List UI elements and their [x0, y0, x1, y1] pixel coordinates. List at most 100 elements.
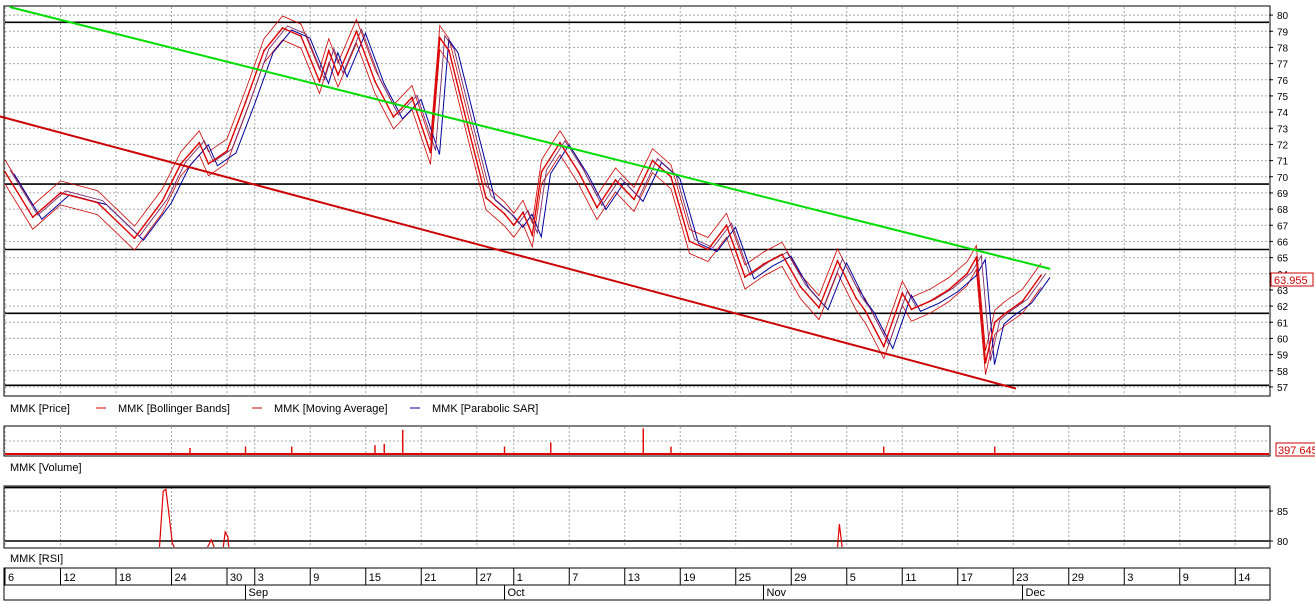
x-day-label-18: 17 [961, 572, 973, 584]
price-point-57 [993, 321, 996, 324]
volume-bar-6 [503, 446, 506, 455]
last-volume-value: 397 645 [1278, 445, 1315, 457]
price-ytick-58: 58 [1277, 367, 1289, 378]
legend-volume: MMK [Volume] [10, 462, 82, 474]
price-ytick-65: 65 [1277, 254, 1289, 265]
price-point-2 [59, 192, 62, 194]
price-ytick-76: 76 [1277, 76, 1289, 87]
price-point-37 [670, 175, 672, 178]
volume-bars [5, 428, 1269, 455]
x-day-label-5: 3 [258, 572, 264, 584]
parabolic-sar-line [13, 29, 1051, 365]
price-point-50 [901, 292, 904, 295]
volume-bar-0 [189, 448, 191, 455]
price-point-18 [374, 80, 376, 83]
price-point-31 [559, 141, 561, 144]
volume-grid [4, 427, 1269, 455]
rsi-segment-0 [158, 488, 175, 548]
price-ytick-67: 67 [1277, 221, 1289, 232]
rsi-threshold-lines [5, 486, 1269, 542]
price-y-axis: 8079787776757473727170696867666564636261… [1269, 11, 1289, 394]
price-ytick-69: 69 [1277, 189, 1289, 200]
price-point-53 [947, 289, 950, 291]
price-point-12 [281, 27, 284, 29]
x-day-label-11: 7 [572, 572, 578, 584]
x-day-label-22: 9 [1183, 572, 1189, 584]
x-day-label-13: 19 [683, 572, 695, 584]
price-ytick-70: 70 [1277, 173, 1289, 184]
price-ytick-62: 62 [1277, 302, 1289, 313]
rsi-segment-2 [222, 530, 230, 548]
price-ytick-74: 74 [1277, 108, 1289, 119]
rsi-ytick-80: 80 [1277, 537, 1289, 548]
price-point-27 [512, 224, 515, 227]
price-ytick-72: 72 [1277, 140, 1289, 151]
x-day-label-2: 18 [119, 572, 131, 584]
moving-average-line [9, 25, 1047, 361]
bollinger-upper-line [4, 15, 1042, 351]
price-point-24 [466, 124, 469, 126]
volume-bar-7 [550, 442, 552, 455]
x-day-label-7: 15 [369, 572, 381, 584]
price-point-44 [799, 285, 802, 288]
price-point-16 [337, 74, 339, 76]
price-point-45 [818, 306, 820, 309]
x-day-label-10: 1 [517, 572, 523, 584]
price-point-41 [744, 276, 746, 278]
price-point-10 [244, 101, 247, 104]
price-point-14 [318, 80, 321, 83]
volume-bar-8 [642, 428, 644, 455]
price-series [4, 15, 1051, 375]
x-day-label-12: 13 [628, 572, 640, 584]
x-day-label-23: 14 [1238, 572, 1250, 584]
volume-bar-10 [883, 446, 885, 455]
price-point-48 [864, 310, 867, 312]
price-ytick-57: 57 [1277, 383, 1289, 394]
x-day-label-20: 29 [1072, 572, 1084, 584]
legend-moving-average: MMK [Moving Average] [274, 403, 388, 415]
price-point-1 [31, 216, 34, 219]
x-axis-labels: 6 12 18 24 30 3 9 15 21 27 1 7 13 19 25 29 5 11 17 23 29 3 9 14… [4, 568, 1251, 600]
x-day-label-14: 25 [739, 572, 751, 584]
price-point-51 [910, 308, 913, 311]
price-point-46 [836, 259, 839, 262]
rsi-panel-frame [3, 485, 1271, 549]
price-point-55 [975, 256, 978, 259]
rsi-series [158, 488, 843, 548]
volume-bar-9 [670, 446, 672, 455]
price-ytick-68: 68 [1277, 205, 1289, 216]
rsi-y-axis: 85 80 [1269, 507, 1289, 548]
price-ytick-78: 78 [1277, 43, 1289, 54]
price-point-5 [161, 200, 164, 202]
rsi-segment-3 [836, 524, 843, 548]
price-point-60 [1040, 274, 1042, 277]
price-point-32 [577, 171, 580, 173]
price-ytick-79: 79 [1277, 27, 1289, 38]
price-grid [4, 7, 1269, 395]
price-point-25 [485, 196, 487, 199]
price-support-lines [5, 21, 1269, 387]
x-month-label-1: Oct [508, 587, 525, 599]
price-point-3 [96, 201, 99, 204]
price-point-13 [300, 35, 302, 37]
last-price-value: 63.955 [1274, 275, 1308, 287]
x-month-label-3: Dec [1026, 587, 1046, 599]
price-point-28 [522, 211, 524, 214]
x-day-label-9: 27 [480, 572, 492, 584]
x-day-label-8: 21 [424, 572, 436, 584]
legend-price: MMK [Price] [10, 403, 70, 415]
x-day-label-4: 30 [230, 572, 242, 584]
price-point-8 [207, 162, 210, 165]
price-point-7 [198, 141, 201, 144]
price-point-30 [540, 171, 543, 173]
price-ytick-66: 66 [1277, 237, 1289, 248]
x-day-label-21: 3 [1127, 572, 1133, 584]
volume-bar-5 [402, 429, 404, 455]
rsi-grid [4, 487, 1269, 547]
price-ytick-80: 80 [1277, 11, 1289, 22]
x-day-label-0: 6 [8, 572, 14, 584]
price-point-15 [327, 49, 330, 52]
volume-bar-1 [244, 446, 247, 455]
legend-parabolic-sar: MMK [Parabolic SAR] [432, 403, 538, 415]
